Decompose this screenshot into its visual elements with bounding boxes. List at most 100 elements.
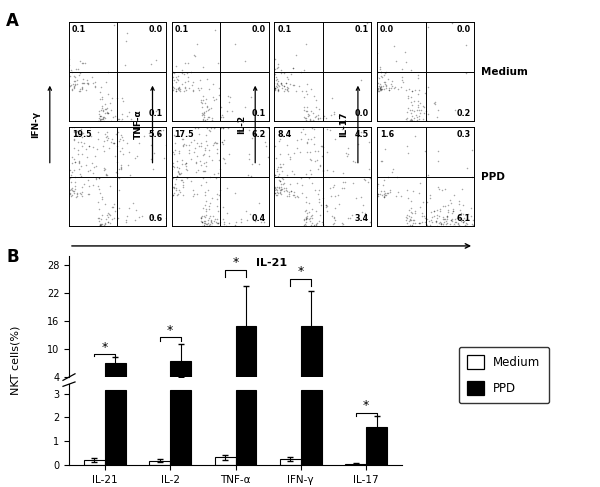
Point [175, 88, 185, 95]
Point [173, 167, 183, 174]
Point [205, 206, 214, 213]
Point [296, 129, 306, 136]
Point [412, 111, 421, 119]
Point [169, 69, 179, 76]
Point [69, 72, 79, 80]
Point [345, 214, 355, 222]
Point [436, 221, 446, 228]
Point [200, 99, 210, 107]
Point [212, 139, 221, 147]
Point [406, 115, 416, 123]
Point [70, 182, 79, 189]
Point [200, 213, 210, 221]
Point [443, 208, 453, 216]
Point [427, 213, 437, 221]
Text: *: * [102, 340, 108, 354]
Text: 8.4: 8.4 [277, 130, 292, 139]
Text: 0.1: 0.1 [354, 25, 368, 34]
Point [87, 159, 97, 167]
Point [328, 183, 338, 190]
Point [214, 84, 224, 92]
Point [208, 222, 217, 229]
Point [458, 218, 468, 225]
Point [174, 147, 184, 155]
Point [272, 75, 281, 83]
Point [97, 211, 106, 219]
Point [199, 108, 208, 115]
Point [409, 114, 418, 122]
Point [193, 166, 202, 173]
Point [107, 215, 116, 223]
Point [82, 79, 92, 87]
Point [405, 216, 415, 224]
Point [385, 186, 395, 194]
Point [175, 83, 184, 91]
Point [275, 177, 285, 185]
Point [434, 212, 444, 220]
Point [154, 130, 164, 138]
Point [96, 221, 106, 228]
Point [152, 56, 161, 63]
Point [292, 180, 301, 187]
Point [201, 220, 211, 228]
Point [73, 146, 82, 154]
Point [319, 222, 329, 229]
Point [122, 212, 131, 220]
Point [349, 179, 358, 187]
Point [67, 85, 77, 93]
Point [218, 154, 228, 162]
Bar [84, 460, 105, 465]
Point [73, 127, 82, 135]
Point [311, 221, 320, 228]
Point [199, 167, 208, 175]
Point [383, 173, 393, 181]
Point [416, 219, 425, 226]
Point [177, 70, 187, 77]
Point [278, 160, 288, 168]
Text: 17.5: 17.5 [175, 130, 194, 139]
Point [71, 193, 80, 201]
Point [213, 59, 223, 67]
Point [301, 170, 311, 178]
Point [95, 88, 105, 96]
Point [102, 171, 112, 179]
Point [425, 221, 434, 228]
Point [93, 214, 103, 222]
Point [403, 104, 412, 112]
Point [206, 223, 215, 230]
Point [72, 80, 82, 88]
Point [95, 117, 105, 125]
Point [260, 138, 270, 146]
Point [173, 169, 183, 176]
Point [95, 112, 105, 120]
Point [303, 112, 313, 120]
Point [207, 156, 217, 164]
Text: 0.0: 0.0 [380, 25, 394, 34]
Point [196, 214, 206, 222]
Point [67, 123, 77, 131]
Point [273, 189, 283, 197]
Point [65, 189, 75, 197]
Point [328, 167, 337, 174]
Point [394, 85, 403, 93]
Point [299, 113, 309, 121]
Point [377, 85, 387, 93]
Point [106, 117, 116, 125]
Point [306, 222, 316, 229]
Point [280, 85, 289, 93]
Point [76, 70, 85, 77]
Point [74, 72, 84, 79]
Point [121, 218, 131, 225]
Point [67, 159, 77, 167]
Point [158, 126, 168, 134]
Point [75, 188, 85, 196]
Point [456, 216, 466, 224]
Point [380, 190, 389, 198]
Point [421, 90, 430, 97]
Point [284, 192, 294, 200]
Point [73, 65, 83, 73]
Point [441, 217, 451, 225]
Point [401, 58, 411, 66]
Point [170, 180, 179, 187]
Point [448, 217, 457, 225]
